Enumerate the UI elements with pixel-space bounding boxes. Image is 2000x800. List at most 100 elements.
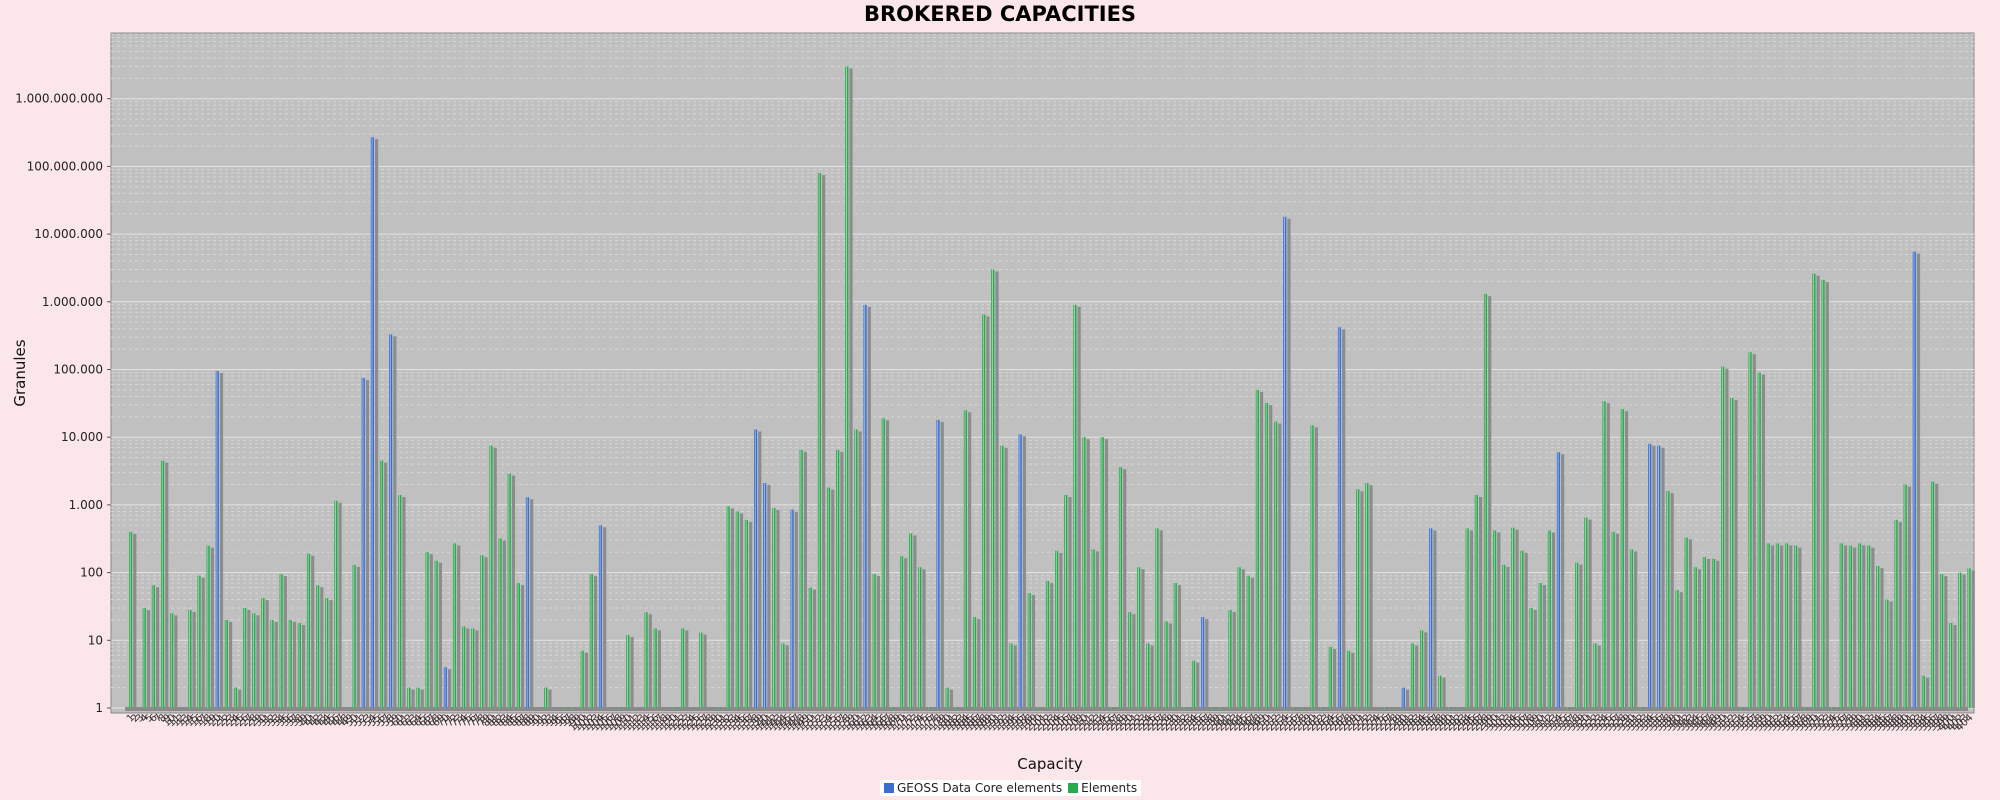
bar-highlight — [1083, 437, 1085, 708]
bar-shadow — [1205, 619, 1209, 708]
bar-shadow — [1269, 405, 1273, 708]
bar-shadow — [393, 336, 397, 708]
bar-highlight — [946, 687, 948, 708]
bar-shadow — [301, 625, 306, 708]
bar-highlight — [1119, 467, 1121, 708]
bar-highlight — [1092, 549, 1094, 708]
bar-highlight — [307, 553, 309, 708]
bar-highlight — [152, 585, 154, 708]
bar-highlight — [1229, 610, 1231, 708]
bar-highlight — [855, 429, 857, 708]
bar-shadow — [1168, 623, 1172, 708]
bar-highlight — [882, 418, 884, 708]
bar-shadow — [1935, 483, 1939, 708]
bar-highlight — [316, 585, 318, 708]
bar-highlight — [1758, 372, 1760, 708]
bar-highlight — [919, 567, 920, 708]
bar-highlight — [1055, 550, 1057, 708]
bar-shadow — [1606, 403, 1610, 708]
bar-shadow — [931, 710, 935, 711]
bar-shadow — [1916, 253, 1921, 709]
bar-shadow — [320, 587, 324, 708]
bar-shadow — [803, 451, 807, 708]
bar-highlight — [289, 619, 291, 708]
bar-highlight — [1283, 216, 1285, 708]
bar-highlight — [1922, 675, 1924, 708]
bar-shadow — [1524, 552, 1528, 708]
bar-shadow — [1551, 532, 1556, 708]
bar-shadow — [849, 68, 853, 709]
bar-shadow — [922, 569, 926, 708]
bar-shadow — [1022, 436, 1026, 708]
legend-item-elements: Elements — [1068, 781, 1137, 795]
bar-highlight — [1685, 537, 1687, 708]
bar-highlight — [1521, 550, 1523, 708]
bar-shadow — [1360, 491, 1364, 708]
bar-highlight — [827, 487, 829, 708]
bar-shadow — [1123, 469, 1127, 708]
bar-highlight — [526, 497, 528, 708]
bar-highlight — [1959, 572, 1961, 708]
bar-highlight — [1877, 566, 1878, 708]
bar-shadow — [1944, 576, 1948, 708]
bar-highlight — [973, 617, 975, 708]
bar-highlight — [380, 460, 382, 708]
bar-shadow — [1424, 632, 1428, 708]
bar-highlight — [818, 172, 820, 708]
bar-shadow — [1780, 545, 1784, 708]
bar-shadow — [794, 511, 798, 708]
bar-highlight — [335, 500, 336, 708]
bars — [125, 66, 1975, 711]
bar-shadow — [1041, 710, 1045, 711]
bar-highlight — [1813, 273, 1815, 708]
bar-shadow — [1707, 558, 1711, 708]
bar-highlight — [1338, 327, 1340, 708]
bar-shadow — [1314, 427, 1318, 708]
bar-highlight — [1110, 708, 1112, 709]
bar-highlight — [1311, 425, 1313, 708]
bar-highlight — [1028, 592, 1030, 708]
y-tick-label: 10 — [88, 633, 103, 647]
bar-highlight — [1165, 621, 1167, 708]
bar-shadow — [1059, 552, 1063, 708]
bar-shadow — [812, 589, 817, 708]
bar-shadow — [411, 689, 415, 708]
bar-highlight — [398, 495, 400, 708]
bar-shadow — [165, 462, 169, 708]
bar-shadow — [1506, 566, 1510, 708]
bar-highlight — [1429, 528, 1431, 708]
bar-shadow — [1415, 645, 1419, 708]
bar-shadow — [1469, 530, 1474, 708]
bar-shadow — [484, 557, 488, 708]
bar-highlight — [1183, 708, 1185, 709]
bar-highlight — [1502, 564, 1504, 708]
bar-shadow — [1634, 551, 1638, 708]
bar-shadow — [968, 412, 972, 708]
bar-highlight — [572, 708, 574, 709]
bar-highlight — [225, 619, 227, 708]
bar-highlight — [1886, 599, 1888, 708]
bar-highlight — [563, 708, 565, 709]
bar-highlight — [1320, 708, 1322, 709]
bar-shadow — [1816, 275, 1820, 708]
bar-shadow — [210, 547, 214, 708]
bar-shadow — [429, 554, 433, 708]
legend-swatch-core — [884, 783, 894, 793]
bar-highlight — [1101, 437, 1103, 708]
bar-highlight — [864, 304, 866, 708]
bar-highlight — [1648, 443, 1650, 708]
bar-shadow — [776, 509, 780, 708]
y-axis-title: Granules — [11, 339, 29, 406]
bar-shadow — [1095, 551, 1099, 708]
bar-shadow — [758, 431, 762, 708]
bar-highlight — [1913, 251, 1915, 709]
bar-shadow — [219, 373, 224, 708]
bar-highlight — [754, 429, 756, 708]
bar-shadow — [1561, 454, 1565, 708]
bar-highlight — [955, 708, 957, 709]
bar-highlight — [617, 708, 619, 709]
x-axis: 1234567891011121314151617181920212223242… — [125, 712, 1976, 733]
bar-shadow — [676, 710, 680, 711]
bar-shadow — [575, 710, 579, 711]
